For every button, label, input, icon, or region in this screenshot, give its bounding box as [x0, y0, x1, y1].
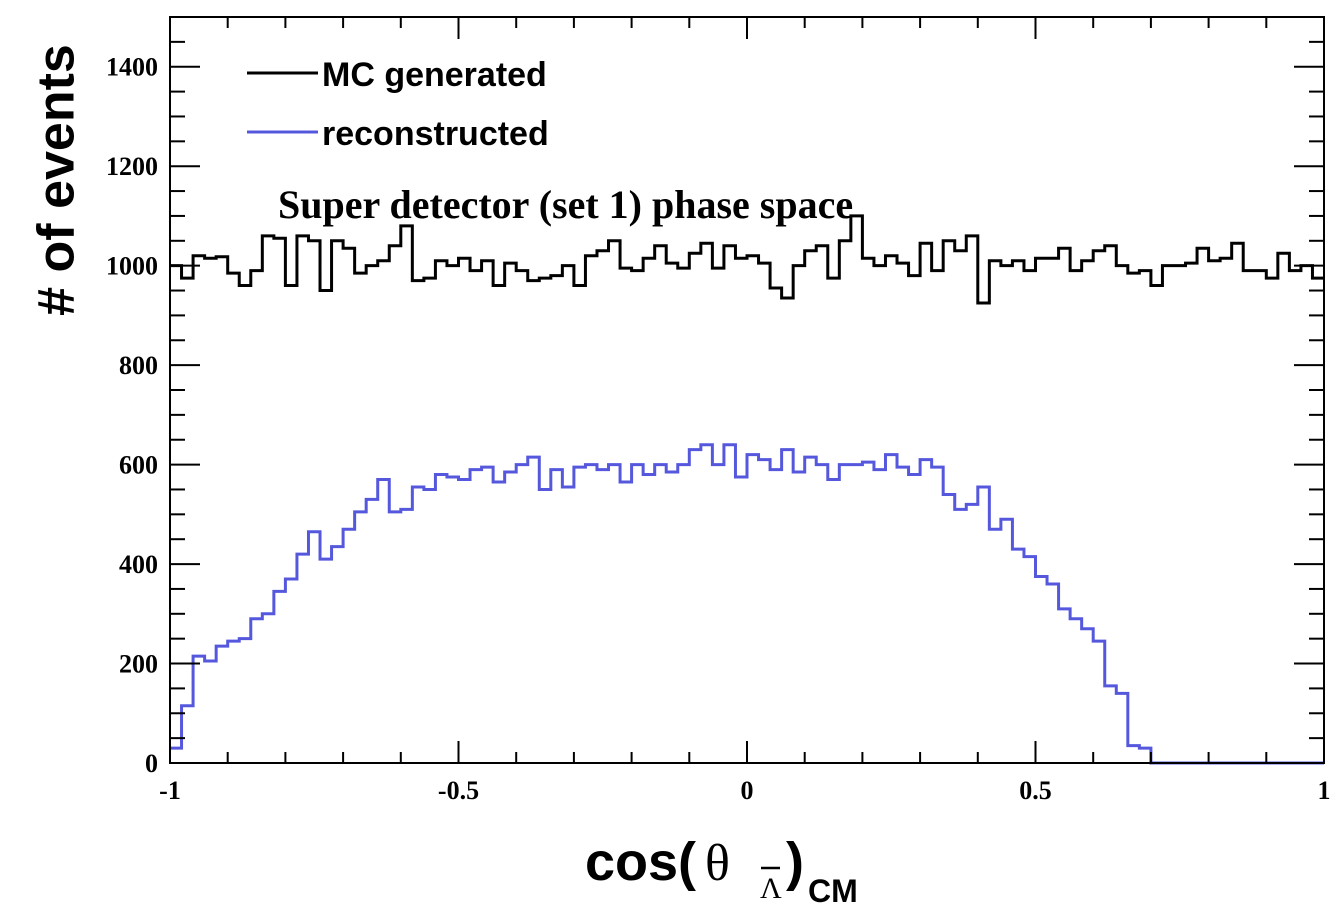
legend: MC generated reconstructed	[247, 56, 549, 153]
y-tick-label: 600	[119, 451, 158, 480]
y-tick-label: 800	[119, 351, 158, 380]
x-axis-title-prefix: cos(	[585, 832, 696, 892]
x-tick-label: -0.5	[438, 776, 479, 805]
x-tick-label: 0	[741, 776, 754, 805]
x-axis-title-subscript: Λ	[760, 872, 782, 905]
x-axis-title-suffix: )	[786, 832, 804, 892]
x-tick-label: 1	[1318, 776, 1331, 805]
y-tick-label: 0	[145, 749, 158, 778]
y-tick-label: 1400	[106, 53, 158, 82]
x-tick-label: -1	[159, 776, 181, 805]
x-axis-title-suffix-subscript: CM	[808, 873, 858, 908]
x-tick-label: 0.5	[1019, 776, 1052, 805]
y-tick-label: 1200	[106, 152, 158, 181]
legend-label-mc-generated: MC generated	[322, 56, 547, 94]
chart-annotation: Super detector (set 1) phase space	[278, 182, 853, 227]
y-tick-label: 1000	[106, 252, 158, 281]
x-axis-title: cos( θ Λ ) CM	[585, 832, 858, 909]
series-line-reconstructed	[170, 443, 1324, 765]
x-axis-title-symbol: θ	[705, 835, 730, 892]
y-tick-label: 400	[119, 550, 158, 579]
y-tick-label: 200	[119, 650, 158, 679]
series-line-mc-generated	[170, 214, 1324, 305]
legend-label-reconstructed: reconstructed	[322, 115, 549, 153]
series-reconstructed	[170, 443, 1324, 765]
series-mc-generated	[170, 214, 1324, 305]
y-axis-title: # of events	[28, 44, 86, 316]
